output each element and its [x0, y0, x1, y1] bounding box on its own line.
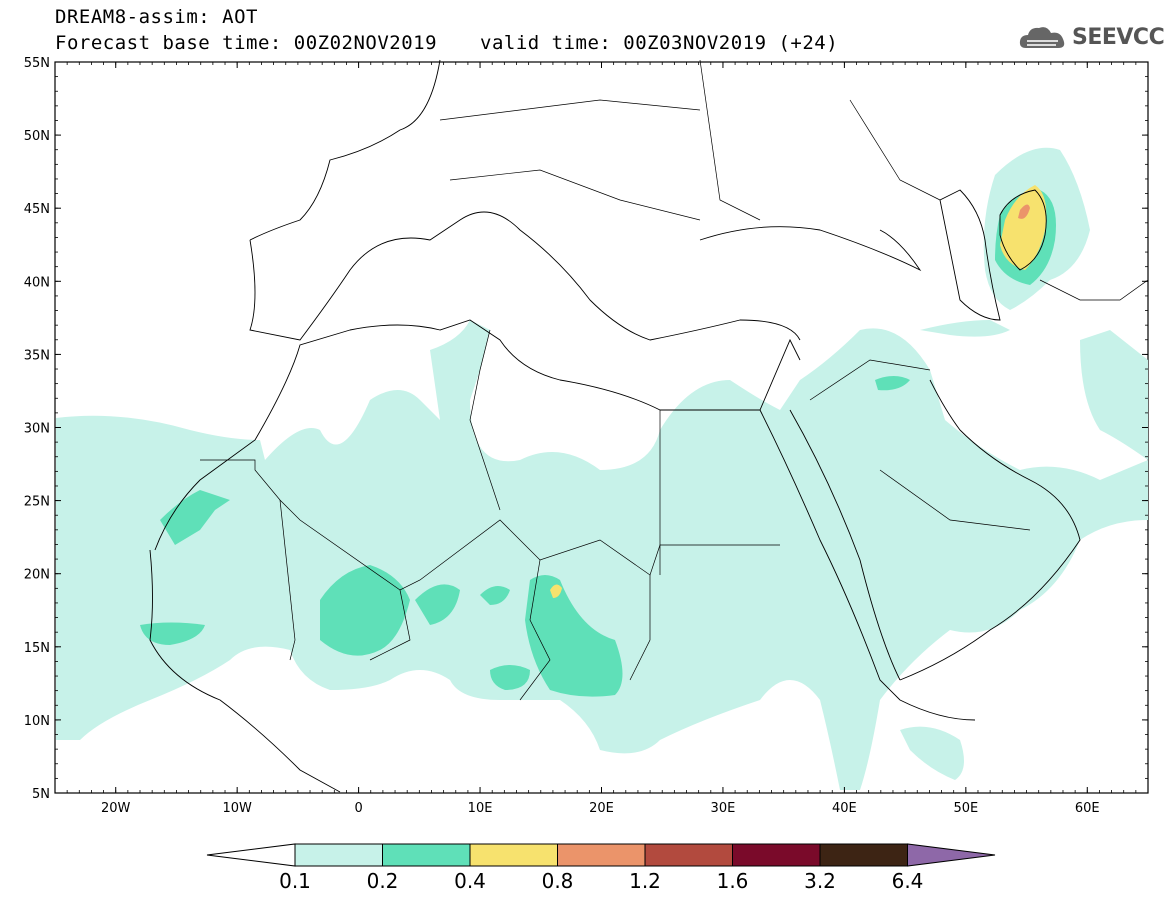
lat-label: 45N [24, 202, 50, 217]
colorbar-swatch [469, 843, 558, 867]
country-borders [200, 59, 1149, 701]
border-central-asia [1039, 279, 1149, 301]
lat-label: 10N [24, 714, 50, 729]
coast-caspian [939, 189, 1001, 321]
colorbar-label: 1.6 [717, 869, 749, 893]
colorbar-label: 6.4 [892, 869, 924, 893]
colorbar-under-triangle [206, 843, 296, 867]
colorbar-swatch [294, 843, 383, 867]
coast-aral [999, 189, 1047, 271]
border-saudi-arabia [879, 469, 1031, 531]
colorbar-swatch [382, 843, 471, 867]
lat-label: 5N [32, 787, 50, 802]
aot-0.1-region-main [56, 320, 1148, 790]
coast-red-sea-east [789, 409, 901, 681]
coast-west-africa [149, 549, 341, 793]
border-russia-kazakhstan [849, 99, 941, 201]
lon-label: 30E [711, 801, 736, 816]
aot-0.2-region-iraq [875, 376, 910, 391]
coast-south-europe [249, 211, 801, 341]
colorbar-swatch [557, 843, 646, 867]
aot-0.4-region-chad [550, 584, 562, 598]
aot-0.1-region-caspian-south [920, 320, 1010, 337]
aot-0.2-region-chad-south [490, 665, 530, 690]
logo-text: SEEVCCC [1072, 24, 1165, 50]
lat-label: 55N [24, 56, 50, 71]
lat-label: 25N [24, 495, 50, 510]
seevccc-logo: SEEVCCC [1018, 22, 1165, 52]
aot-0.2-region-chad [525, 575, 623, 697]
coast-black-sea [699, 226, 922, 272]
axis-ticks: 55N 50N 45N 40N 35N 30N 25N 20N 15N 10N 5N 20W 10W 0 1… [24, 56, 1149, 816]
lat-label: 15N [24, 641, 50, 656]
aot-0.2-region-mali [320, 565, 410, 656]
lon-label: 10E [468, 801, 493, 816]
lat-label: 20N [24, 568, 50, 583]
aot-0.2-region-niger-east [480, 586, 510, 605]
aot-0.8-region-aral [1018, 204, 1030, 219]
colorbar-legend: 0.1 0.2 0.4 0.8 1.2 1.6 3.2 6.4 [206, 843, 996, 893]
aot-0.1-region-senegal [86, 640, 160, 705]
lon-label: 0 [354, 801, 362, 816]
colorbar-label: 3.2 [804, 869, 836, 893]
lon-label: 60E [1075, 801, 1100, 816]
border-europe-east [699, 59, 761, 221]
lat-label: 50N [24, 129, 50, 144]
border-europe-north [439, 99, 701, 121]
border-europe-central [449, 169, 701, 221]
aot-0.1-region-somalia [900, 726, 964, 780]
colorbar-label: 0.8 [542, 869, 574, 893]
colorbar-label: 1.2 [629, 869, 661, 893]
border-mali-mauritania [279, 499, 296, 661]
forecast-base-time: Forecast base time: 00Z02NOV2019 [55, 32, 438, 54]
coast-red-sea-west [759, 409, 976, 721]
colorbar-swatch [732, 843, 821, 867]
colorbar-swatch [644, 843, 733, 867]
lon-label: 50E [953, 801, 978, 816]
colorbar-label: 0.4 [454, 869, 486, 893]
lon-label: 20E [589, 801, 614, 816]
valid-time: valid time: 00Z03NOV2019 (+24) [480, 32, 839, 54]
colorbar-over-triangle [907, 843, 996, 867]
border-middle-east [809, 359, 931, 401]
map-title: DREAM8-assim: AOT [55, 6, 258, 28]
coast-arabia [899, 379, 1081, 681]
lon-label: 10W [222, 801, 252, 816]
aot-0.2-region-niger [415, 584, 460, 625]
lat-label: 30N [24, 422, 50, 437]
coast-west-europe [249, 59, 441, 241]
aot-0.2-region-west-sahara [160, 490, 230, 545]
lat-label: 35N [24, 348, 50, 363]
aot-shading [56, 147, 1148, 790]
lat-label: 40N [24, 275, 50, 290]
colorbar-label: 0.1 [279, 869, 311, 893]
aot-0.1-region-east [1080, 330, 1148, 460]
cloud-icon [1019, 27, 1065, 48]
border-algeria-tunisia [469, 329, 501, 511]
colorbar-swatch [819, 843, 908, 867]
border-niger-mali [369, 589, 411, 661]
border-sudan-chad [629, 575, 651, 681]
aot-0.2-region-senegal [140, 622, 205, 645]
aot-0.4-region-aral [1000, 185, 1047, 270]
border-chad-niger [519, 559, 551, 701]
coastlines [149, 59, 1081, 793]
colorbar-label: 0.2 [367, 869, 399, 893]
lon-label: 20W [101, 801, 131, 816]
lon-label: 40E [832, 801, 857, 816]
